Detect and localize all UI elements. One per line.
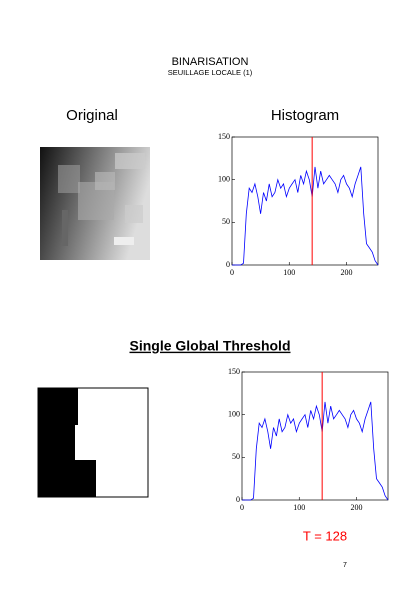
y-tick-label: 100 [218,174,230,183]
section-title: Single Global Threshold [129,338,290,354]
plot-frame [241,371,389,501]
x-tick-label: 0 [230,268,234,277]
plot-frame [231,136,379,266]
threshold-label: T = 128 [303,528,347,543]
y-tick-label: 0 [236,495,240,504]
x-tick-label: 100 [283,268,295,277]
y-tick-label: 100 [228,409,240,418]
image-label: Original [66,107,118,124]
y-tick-label: 150 [218,132,230,141]
y-tick-label: 50 [222,217,230,226]
x-tick-label: 0 [240,503,244,512]
x-tick-label: 200 [351,503,363,512]
subtitle: SEUILLAGE LOCALE (1) [168,68,253,77]
page-number: 7 [343,562,347,569]
x-tick-label: 100 [293,503,305,512]
y-tick-label: 150 [228,367,240,376]
histogram-line [232,166,379,266]
y-tick-label: 50 [232,452,240,461]
x-tick-label: 200 [341,268,353,277]
title: BINARISATION [172,56,249,68]
y-tick-label: 0 [226,260,230,269]
original-image [40,147,150,260]
binary-image [37,387,149,498]
chart-title: Histogram [271,107,339,124]
histogram-line [242,401,389,501]
